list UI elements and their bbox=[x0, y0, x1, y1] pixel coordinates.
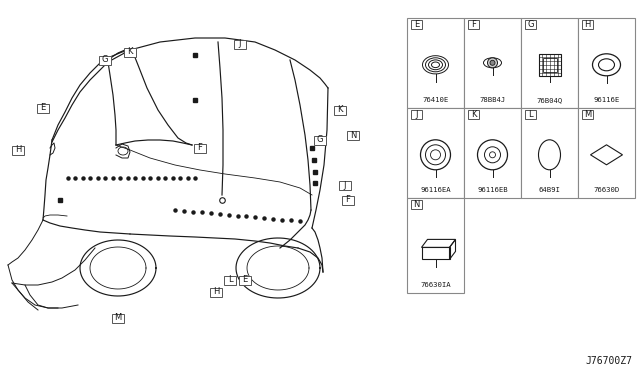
Bar bbox=[12, 145, 24, 154]
Bar bbox=[411, 110, 422, 119]
Text: N: N bbox=[413, 200, 420, 209]
Text: H: H bbox=[15, 145, 21, 154]
Text: K: K bbox=[471, 110, 476, 119]
Bar bbox=[210, 288, 222, 296]
Bar bbox=[578, 108, 635, 198]
Bar bbox=[422, 247, 449, 259]
Text: 76410E: 76410E bbox=[422, 97, 449, 103]
Text: 76B04Q: 76B04Q bbox=[536, 97, 563, 103]
Text: J76700Z7: J76700Z7 bbox=[585, 356, 632, 366]
Text: 96116E: 96116E bbox=[593, 97, 620, 103]
Bar bbox=[99, 55, 111, 64]
Text: E: E bbox=[414, 20, 419, 29]
Text: 78BB4J: 78BB4J bbox=[479, 97, 506, 103]
Bar bbox=[124, 48, 136, 57]
Bar bbox=[347, 131, 359, 140]
Text: 76630IA: 76630IA bbox=[420, 282, 451, 288]
Bar bbox=[112, 314, 124, 323]
Text: E: E bbox=[243, 276, 248, 285]
Text: F: F bbox=[471, 20, 476, 29]
Text: G: G bbox=[317, 135, 323, 144]
Bar bbox=[37, 103, 49, 112]
Bar bbox=[521, 18, 578, 108]
Bar bbox=[578, 18, 635, 108]
Circle shape bbox=[490, 60, 495, 65]
Text: G: G bbox=[527, 20, 534, 29]
Text: F: F bbox=[198, 144, 202, 153]
Bar bbox=[339, 180, 351, 189]
Bar bbox=[538, 54, 561, 76]
Bar bbox=[407, 108, 464, 198]
Text: L: L bbox=[528, 110, 533, 119]
Bar bbox=[224, 276, 236, 285]
Text: H: H bbox=[584, 20, 591, 29]
Text: N: N bbox=[350, 131, 356, 140]
Text: J: J bbox=[415, 110, 418, 119]
Text: J: J bbox=[344, 180, 346, 189]
Bar bbox=[407, 18, 464, 108]
Text: 64B9I: 64B9I bbox=[539, 187, 561, 193]
Text: H: H bbox=[213, 288, 219, 296]
Text: 76630D: 76630D bbox=[593, 187, 620, 193]
Bar bbox=[334, 106, 346, 115]
Text: L: L bbox=[228, 276, 232, 285]
Bar bbox=[407, 198, 464, 293]
Text: E: E bbox=[40, 103, 45, 112]
Bar bbox=[411, 200, 422, 209]
Bar bbox=[582, 110, 593, 119]
Bar bbox=[582, 20, 593, 29]
Text: 96116EB: 96116EB bbox=[477, 187, 508, 193]
Bar bbox=[314, 135, 326, 144]
Bar bbox=[521, 108, 578, 198]
Text: J: J bbox=[239, 39, 241, 48]
Bar bbox=[525, 110, 536, 119]
Bar bbox=[543, 58, 557, 72]
Bar bbox=[234, 39, 246, 48]
Text: F: F bbox=[346, 196, 351, 205]
Bar bbox=[525, 20, 536, 29]
Circle shape bbox=[488, 58, 497, 68]
Bar bbox=[239, 276, 251, 285]
Bar bbox=[464, 108, 521, 198]
Bar bbox=[468, 20, 479, 29]
Text: M: M bbox=[584, 110, 591, 119]
Bar bbox=[468, 110, 479, 119]
Bar bbox=[411, 20, 422, 29]
Text: G: G bbox=[102, 55, 108, 64]
Text: M: M bbox=[115, 314, 122, 323]
Bar bbox=[194, 144, 206, 153]
Text: K: K bbox=[127, 48, 132, 57]
Text: 96116EA: 96116EA bbox=[420, 187, 451, 193]
Bar bbox=[342, 196, 354, 205]
Text: K: K bbox=[337, 106, 343, 115]
Bar bbox=[464, 18, 521, 108]
